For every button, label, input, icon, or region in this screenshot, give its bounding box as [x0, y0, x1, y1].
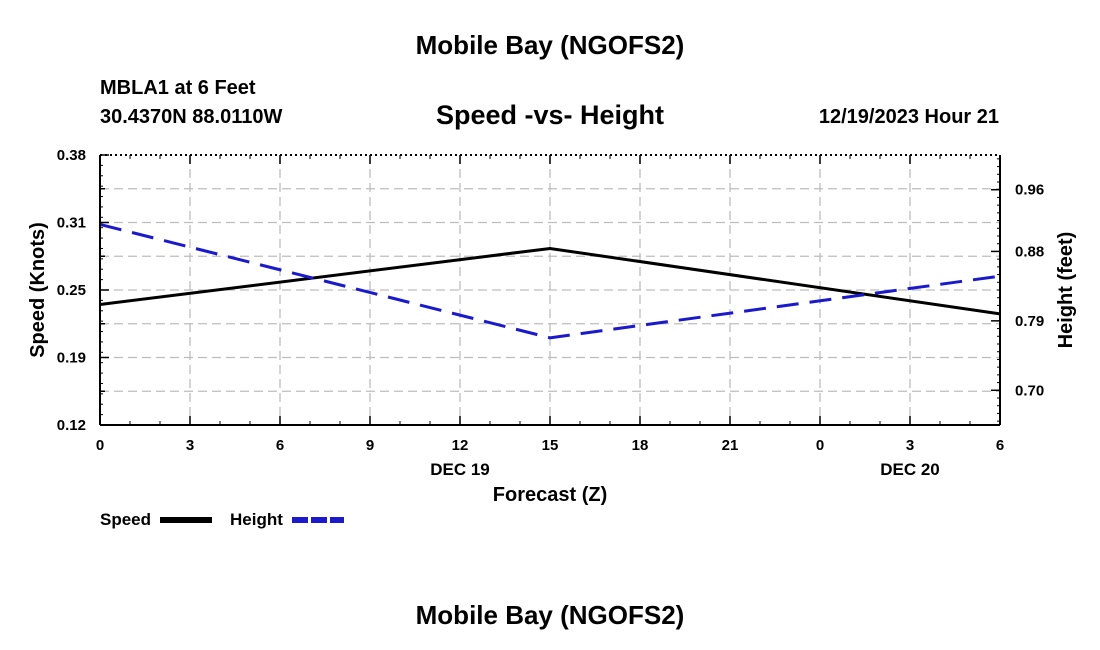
y2-tick-label: 0.70: [1015, 382, 1044, 399]
forecast-datetime: 12/19/2023 Hour 21: [818, 106, 999, 128]
date-label: DEC 20: [880, 460, 940, 479]
station-coordinates: 30.4370N 88.0110W: [100, 106, 283, 128]
axis-labels: 0 3 6 9 12 15 18 21 0 3 6 0.12 0.19 0.25 0.31 0.38 0.70 0…: [27, 147, 1077, 506]
grid-lines: [100, 155, 1000, 425]
legend-height-label: Height: [230, 510, 283, 529]
y-tick-label: 0.25: [57, 282, 86, 299]
x-tick-label: 6: [996, 437, 1004, 454]
y-tick-label: 0.12: [57, 417, 86, 434]
speed-line: [99, 246, 1001, 316]
chart-title: Speed -vs- Height: [435, 100, 665, 130]
x-tick-label: 9: [366, 437, 374, 454]
x-tick-label: 21: [722, 437, 739, 454]
legend: Speed Height: [100, 510, 344, 529]
legend-speed-label: Speed: [100, 510, 151, 529]
y-tick-label: 0.19: [57, 350, 86, 367]
x-axis-title: Forecast (Z): [493, 484, 607, 506]
date-label: DEC 19: [430, 460, 490, 479]
main-title: Mobile Bay (NGOFS2): [415, 30, 685, 60]
x-tick-label: 3: [906, 437, 914, 454]
x-tick-label: 0: [816, 437, 824, 454]
y2-tick-label: 0.88: [1015, 243, 1044, 260]
y-axis-title: Speed (Knots): [27, 222, 49, 358]
y-tick-label: 0.31: [57, 215, 86, 232]
x-tick-label: 0: [96, 437, 104, 454]
series-lines: [99, 222, 1001, 340]
x-tick-label: 18: [632, 437, 649, 454]
x-tick-label: 6: [276, 437, 284, 454]
station-label: MBLA1 at 6 Feet: [100, 77, 256, 99]
y-tick-label: 0.38: [57, 147, 86, 164]
bottom-title: Mobile Bay (NGOFS2): [415, 600, 685, 630]
y2-tick-label: 0.96: [1015, 182, 1044, 199]
y2-axis-title: Height (feet): [1055, 232, 1077, 349]
height-line: [99, 222, 1001, 340]
x-tick-label: 3: [186, 437, 194, 454]
y2-tick-label: 0.79: [1015, 313, 1044, 330]
x-tick-label: 15: [542, 437, 559, 454]
axes: [99, 154, 1001, 426]
x-tick-label: 12: [452, 437, 469, 454]
